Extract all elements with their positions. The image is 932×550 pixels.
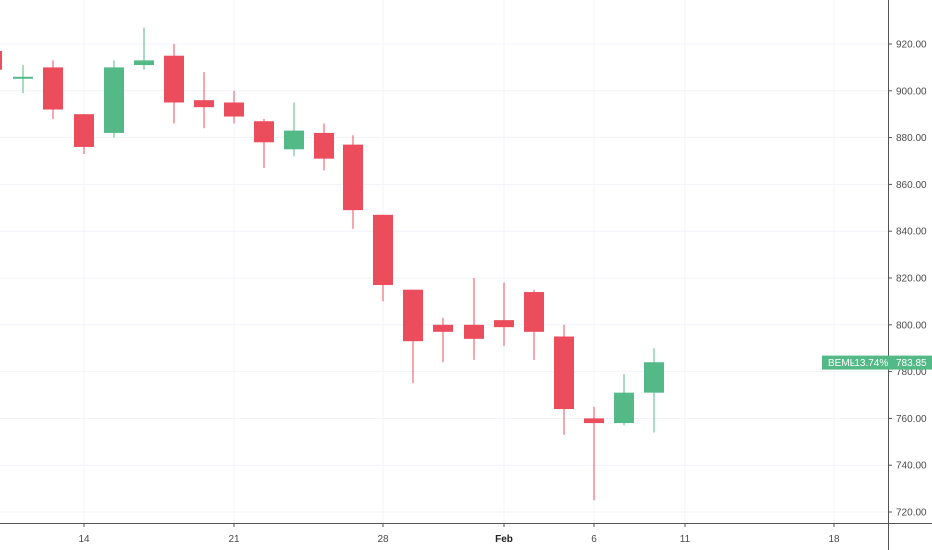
- last-price-badge: [822, 355, 932, 370]
- y-axis-tick-label: 740.00: [896, 461, 927, 472]
- candle-body: [403, 289, 423, 342]
- candle-body: [584, 418, 604, 424]
- y-axis-tick-label: 900.00: [896, 86, 927, 97]
- candle-body: [524, 292, 544, 332]
- candle-body: [43, 67, 63, 110]
- badge-symbol: BEML: [828, 358, 856, 369]
- y-axis-tick-label: 860.00: [896, 180, 927, 191]
- x-axis-tick-label: 28: [377, 534, 389, 545]
- candle-body: [74, 114, 94, 147]
- candle-body: [13, 76, 33, 79]
- y-axis-tick-label: 780.00: [896, 367, 927, 378]
- x-axis-tick-label: 21: [228, 534, 240, 545]
- candle-body: [224, 102, 244, 117]
- candle-body: [104, 67, 124, 133]
- candle-body: [433, 324, 453, 332]
- candle-body: [134, 60, 154, 66]
- candle-body: [194, 100, 214, 108]
- x-axis-tick-label: Feb: [495, 534, 513, 545]
- y-axis-tick-label: 920.00: [896, 40, 927, 51]
- candle-body: [343, 144, 363, 211]
- x-axis-tick-label: 6: [591, 534, 597, 545]
- candle-body: [0, 51, 2, 70]
- candle-body: [614, 392, 634, 424]
- x-axis-tick-label: 14: [78, 534, 90, 545]
- candle-body: [494, 320, 514, 328]
- y-axis-tick-label: 840.00: [896, 227, 927, 238]
- candle-body: [284, 130, 304, 150]
- candle-body: [373, 214, 393, 286]
- y-axis-tick-label: 800.00: [896, 320, 927, 331]
- badge-change: -13.74%: [851, 358, 888, 369]
- badge-price: 783.85: [896, 358, 927, 369]
- candle-body: [644, 362, 664, 393]
- x-axis-tick-label: 11: [680, 534, 691, 545]
- candle-body: [164, 55, 184, 103]
- y-axis-tick-label: 720.00: [896, 508, 927, 519]
- y-axis-tick-label: 760.00: [896, 414, 927, 425]
- candle-body: [554, 336, 574, 410]
- candle-body: [254, 121, 274, 143]
- y-axis-tick-label: 820.00: [896, 274, 927, 285]
- candle-body: [314, 132, 334, 159]
- x-axis-tick-label: 18: [828, 534, 840, 545]
- candle-body: [464, 324, 484, 339]
- y-axis-tick-label: 880.00: [896, 133, 927, 144]
